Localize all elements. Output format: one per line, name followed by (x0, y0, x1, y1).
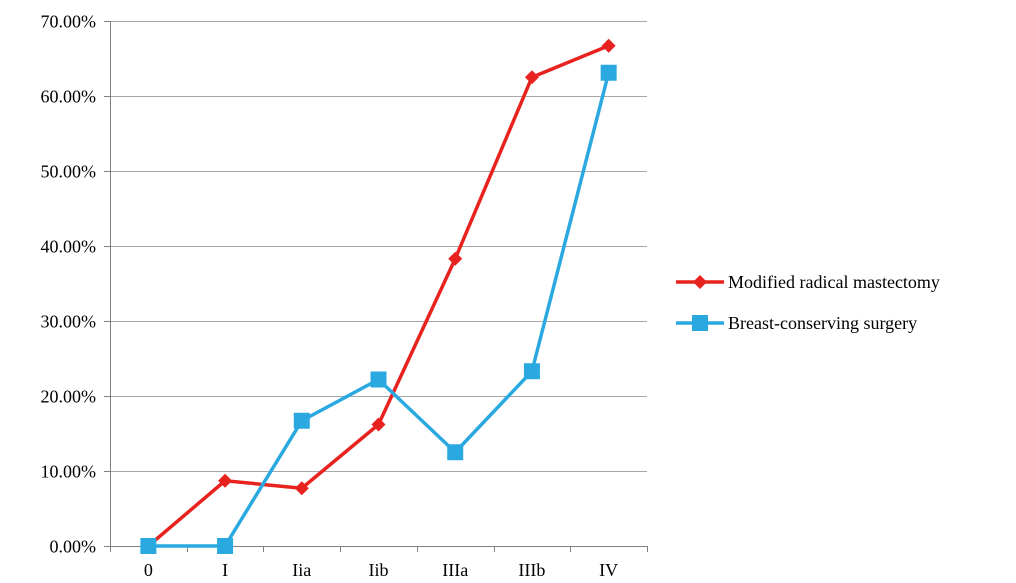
y-tick-label: 10.00% (41, 462, 97, 482)
series-line (147, 44, 610, 548)
data-point (218, 473, 233, 488)
data-point (600, 64, 617, 81)
legend-entry: Breast-conserving surgery (676, 313, 917, 333)
data-point (293, 412, 310, 429)
x-tick-label: IV (599, 560, 618, 580)
y-tick-label: 20.00% (41, 387, 97, 407)
series-group (140, 38, 617, 554)
x-tick-label: 0 (144, 560, 153, 580)
data-point (217, 538, 234, 554)
y-tick-label: 0.00% (50, 537, 97, 557)
x-tick-label: IIIa (442, 560, 468, 580)
gridlines (110, 21, 647, 472)
legend-label: Modified radical mastectomy (728, 272, 940, 292)
y-tick-label: 40.00% (41, 237, 97, 257)
data-point (524, 70, 539, 85)
data-point (601, 38, 616, 53)
data-point (370, 371, 387, 388)
axes: 0.00% 10.00% 20.00% 30.00% 40.00% 50.00% 60.00… (41, 12, 648, 580)
legend-label: Breast-conserving surgery (728, 313, 917, 333)
x-tick-label: IIIb (518, 560, 545, 580)
x-tick-label: Iib (369, 560, 389, 580)
x-tick-label: I (222, 560, 228, 580)
data-point (447, 444, 464, 461)
series-2 (140, 64, 617, 554)
y-tick-label: 50.00% (41, 162, 97, 182)
x-tick-label: Iia (292, 560, 311, 580)
legend: Modified radical mastectomy Breast-conser… (676, 272, 940, 333)
data-point (371, 417, 386, 432)
legend-entry: Modified radical mastectomy (676, 272, 940, 292)
data-point (523, 363, 540, 380)
legend-marker (692, 315, 708, 331)
series-1 (141, 38, 616, 553)
series-line (148, 72, 611, 548)
y-tick-label: 70.00% (41, 12, 97, 32)
data-point (140, 538, 157, 554)
data-point (294, 481, 309, 496)
data-point (448, 251, 463, 266)
y-tick-label: 60.00% (41, 87, 97, 107)
y-tick-label: 30.00% (41, 312, 97, 332)
legend-marker (693, 275, 707, 289)
